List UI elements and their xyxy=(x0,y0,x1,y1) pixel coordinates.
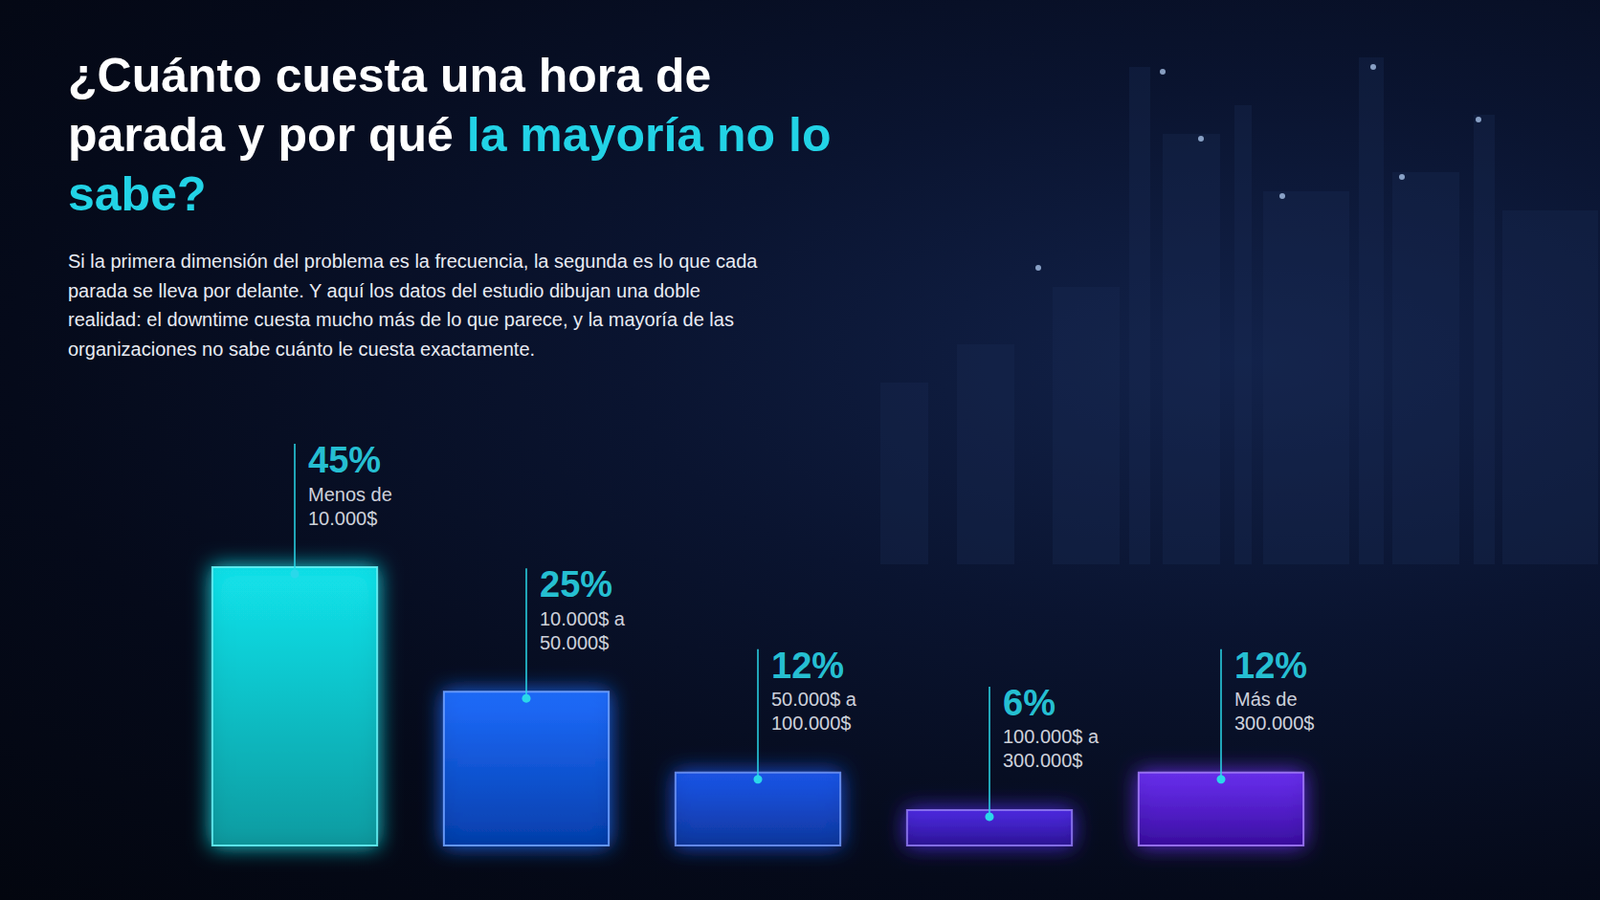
svg-text:300.000$: 300.000$ xyxy=(1234,712,1314,734)
svg-text:10.000$ a: 10.000$ a xyxy=(539,608,626,630)
html-text:¿Cuánto cuesta una hora de par: ¿Cuánto cuesta una hora de parada y por … xyxy=(67,48,832,222)
svg-text:Menos de: Menos de xyxy=(308,484,393,506)
html-text:Si la primera dimensión del pr: Si la primera dimensión del problema es … xyxy=(67,250,758,360)
svg-text:100.000$: 100.000$ xyxy=(771,712,851,734)
svg-text:45%: 45% xyxy=(308,440,381,481)
svg-text:12%: 12% xyxy=(1234,645,1308,687)
svg-text:Más de: Más de xyxy=(1234,688,1298,711)
svg-text:300.000$: 300.000$ xyxy=(1002,750,1083,772)
svg-text:12%: 12% xyxy=(771,645,845,687)
svg-text:50.000$: 50.000$ xyxy=(539,632,609,654)
svg-text:25%: 25% xyxy=(539,564,613,605)
svg-text:6%: 6% xyxy=(1002,683,1056,724)
svg-text:100.000$ a: 100.000$ a xyxy=(1002,726,1100,748)
svg-text:50.000$ a: 50.000$ a xyxy=(771,688,858,711)
svg-text:10.000$: 10.000$ xyxy=(308,508,378,530)
